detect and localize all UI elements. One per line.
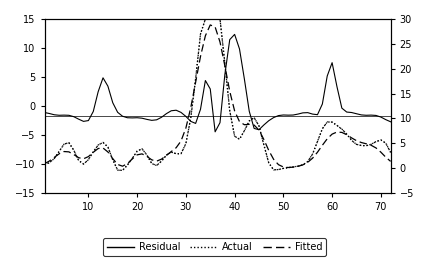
Fitted (388, 160, 393, 163)
Actual (369, 143, 374, 146)
Residual (212, 130, 218, 133)
Residual (232, 33, 237, 36)
Residual (159, 116, 164, 119)
Actual (247, 120, 252, 123)
Fitted (286, 166, 291, 169)
Actual (286, 166, 291, 169)
Fitted (159, 158, 164, 161)
Fitted (208, 23, 213, 27)
Fitted (266, 149, 271, 152)
Actual (203, 17, 208, 21)
Actual (286, 166, 291, 169)
Line: Actual: Actual (45, 19, 390, 170)
Line: Fitted: Fitted (45, 25, 390, 168)
Actual (369, 143, 374, 146)
Actual (91, 150, 96, 153)
Fitted (242, 123, 247, 126)
Fitted (91, 151, 96, 154)
Actual (120, 169, 125, 172)
Residual (42, 111, 47, 114)
Actual (247, 120, 252, 123)
Residual (388, 120, 393, 123)
Actual (271, 168, 276, 171)
Actual (271, 168, 276, 171)
Actual (203, 17, 208, 21)
Line: Residual: Residual (45, 34, 390, 132)
Actual (91, 150, 96, 153)
Fitted (42, 162, 47, 165)
Residual (286, 114, 291, 117)
Actual (164, 154, 169, 157)
Actual (120, 169, 125, 172)
Line: Actual: Actual (45, 19, 390, 170)
Residual (91, 110, 96, 113)
Fitted (281, 165, 286, 169)
Residual (369, 114, 374, 117)
Fitted (369, 144, 374, 147)
Actual (164, 154, 169, 157)
Residual (271, 116, 276, 119)
Actual (388, 151, 393, 154)
Actual (388, 151, 393, 154)
Actual (42, 163, 47, 166)
Actual (42, 163, 47, 166)
Residual (247, 110, 252, 113)
Legend: Residual, Actual, Fitted: Residual, Actual, Fitted (103, 238, 326, 256)
